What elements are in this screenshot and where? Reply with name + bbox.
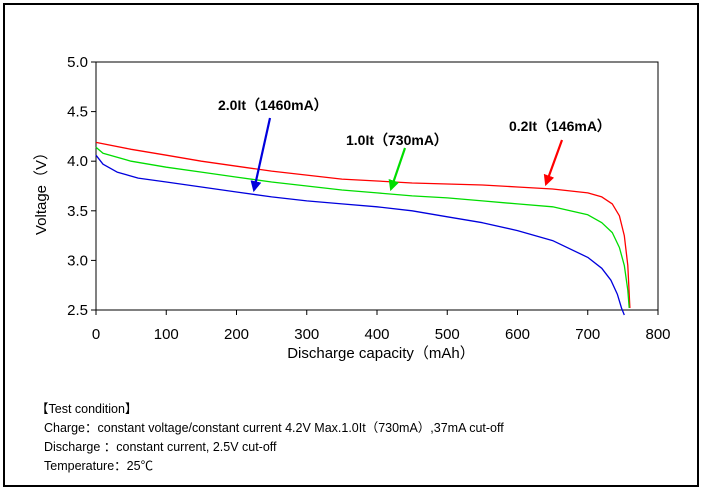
figure-frame (3, 3, 699, 487)
x-tick-label: 800 (645, 326, 670, 343)
annotation-2-0it-arrow (250, 117, 272, 193)
x-tick-label: 500 (435, 326, 460, 343)
y-tick-label: 4.0 (67, 153, 88, 170)
x-axis-label: Discharge capacity（mAh） (287, 345, 475, 362)
plot-area-border (95, 61, 659, 311)
annotation-1-0it-label: 1.0It（730mA） (346, 132, 448, 148)
annotation-0-2it-label: 0.2It（146mA） (509, 118, 611, 134)
discharge-chart: 2.5 3.0 3.5 4.0 4.5 5.0 0 100 200 300 400 500 600 700… (33, 54, 671, 362)
y-tick-label: 2.5 (67, 302, 88, 319)
chart-axes: 2.5 3.0 3.5 4.0 4.5 5.0 0 100 200 300 400 500 600 700… (33, 54, 671, 362)
x-tick-label: 400 (364, 326, 389, 343)
annotation-1-0it-arrow (388, 147, 407, 192)
chart-annotations: 2.0It（1460mA） 1.0It（730mA） 0.2It（146mA） (218, 97, 611, 193)
annotation-0-2it-arrow (543, 139, 564, 187)
x-tick-label: 200 (224, 326, 249, 343)
series-line-2-0it (95, 154, 625, 316)
test-conditions: 【Test condition】 Charge：constant voltage… (36, 400, 504, 476)
x-tick-label: 700 (575, 326, 600, 343)
temperature-condition: Temperature：25℃ (44, 459, 154, 473)
y-tick-label: 3.5 (67, 203, 88, 220)
chart-series (95, 141, 631, 316)
conditions-header: 【Test condition】 (36, 402, 138, 416)
y-tick-label: 5.0 (67, 54, 88, 71)
series-line-0-2it (95, 141, 631, 309)
x-tick-label: 0 (92, 326, 100, 343)
charge-condition: Charge：constant voltage/constant current… (44, 421, 504, 435)
series-line-1-0it (95, 146, 630, 309)
annotation-2-0it-label: 2.0It（1460mA） (218, 97, 328, 113)
y-tick-label: 3.0 (67, 252, 88, 269)
discharge-condition: Discharge ：constant current, 2.5V cut-of… (44, 440, 277, 454)
x-tick-label: 600 (505, 326, 530, 343)
x-tick-label: 100 (154, 326, 179, 343)
x-tick-label: 300 (294, 326, 319, 343)
y-axis-label: Voltage（V） (33, 145, 50, 235)
y-tick-label: 4.5 (67, 104, 88, 121)
